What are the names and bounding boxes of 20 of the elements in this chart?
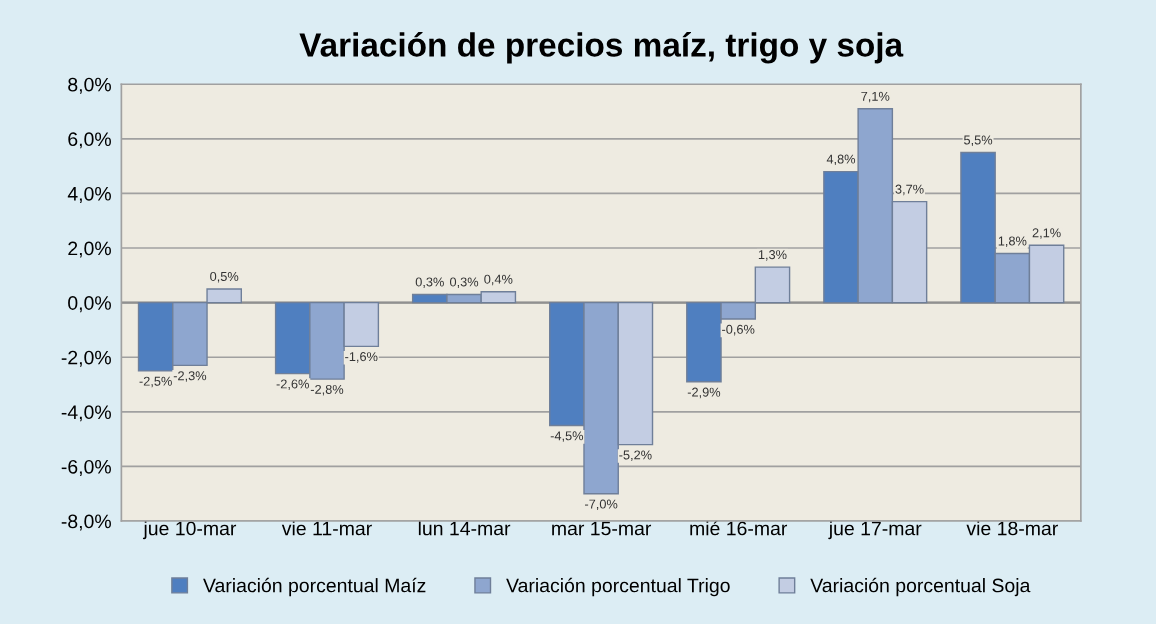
x-tick-label: jue 17-mar [828,521,922,540]
y-tick-label: 2,0% [68,241,111,258]
x-tick-label: lun 14-mar [418,521,511,536]
x-tick-label: mar 15-mar [552,521,652,536]
legend-label: Variación porcentual Maíz [203,577,426,597]
x-tick-label: jue 10-mar [142,521,237,540]
y-tick-label: 0,0% [68,296,111,313]
y-tick-label: -6,0% [61,459,111,476]
y-tick-label: -2,0% [61,350,111,367]
y-tick-label: 4,0% [67,186,111,203]
chart-title: Variación de precios maíz, trigo y soja [299,32,904,64]
y-tick-label: 8,0% [68,77,111,94]
legend-label: Variación porcentual Trigo [506,577,730,597]
y-tick-label: -8,0% [61,514,111,531]
y-tick-label: 6,0% [68,132,111,149]
x-tick-label: vie 11-mar [281,521,372,536]
y-tick-label: -4,0% [61,405,111,422]
legend-label: Variación porcentual Soja [810,577,1031,597]
x-tick-label: mié 16-mar [690,520,788,536]
x-tick-label: vie 18-mar [966,521,1058,536]
